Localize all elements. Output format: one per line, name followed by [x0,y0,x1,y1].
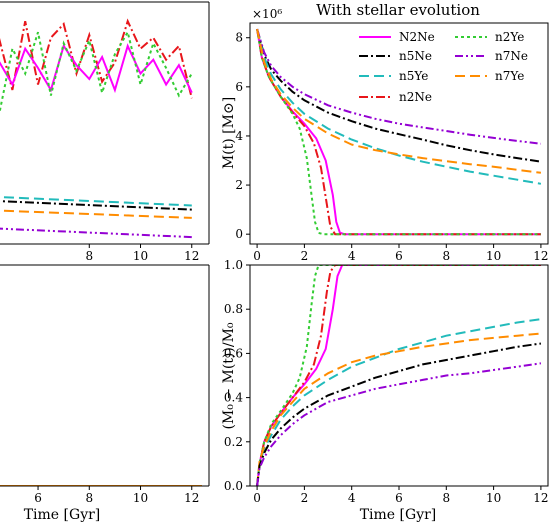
legend-label-n2ye: n2Ye [495,30,524,44]
x-tick-label: 0 [253,249,261,263]
series-line-n5ye [256,28,542,185]
series-line-n2ne [0,18,193,99]
series-line-n2ye [256,28,541,236]
series-line-n5ye [0,196,192,207]
bottom-right-series [256,265,542,486]
legend-label-n5ne: n5Ne [399,49,432,63]
series-line-n5ne [256,28,542,163]
y-tick-label: 6 [235,80,243,94]
y-tick-label: 0.4 [224,391,243,405]
bottom-right-xlabel: Time [Gyr] [360,507,437,523]
series-line-n2ne [0,43,193,94]
series-line-n5ne [0,200,192,211]
x-tick-label: 12 [533,491,548,505]
top-left-axes: 481012 [0,1,210,263]
x-tick-label: 12 [184,491,199,505]
x-tick-label: 10 [133,491,148,505]
y-multiplier-label: ×10⁶ [252,7,282,21]
x-tick-label: 2 [301,491,309,505]
x-tick-label: 4 [348,249,356,263]
y-tick-label: 0.8 [224,302,243,316]
legend-label-n7ne: n7Ne [495,49,528,63]
top-left-series [0,18,193,239]
x-tick-label: 10 [133,249,148,263]
panel-top-right: 0 2 4 6 8 10 12 0 2 4 6 8 With stellar evolution ×1… [221,1,549,263]
top-right-axes: 0 2 4 6 8 10 12 0 2 4 6 8 [235,22,549,263]
legend-label-n7ye: n7Ye [495,69,524,83]
legend: N2Ne n5Ne n5Ye n2Ne n2Ye n7Ne n7Ye [359,30,528,104]
top-right-series [256,28,542,236]
series-line-n2ye [256,265,541,486]
y-tick-label: 0 [235,227,243,241]
x-tick-label: 8 [85,249,93,263]
legend-label-n5ye: n5Ye [399,69,428,83]
bottom-right-frame [249,264,549,487]
x-tick-label: 12 [184,249,199,263]
series-line-n7ye [256,28,542,174]
legend-label-n2ne: N2Ne [399,30,435,44]
y-tick-label: 0.2 [224,435,243,449]
y-tick-label: 2 [235,178,243,192]
bottom-left-xlabel: Time [Gyr] [24,507,101,523]
x-tick-label: 0 [253,491,261,505]
x-tick-label: 10 [486,249,501,263]
x-tick-label: 6 [34,491,42,505]
panel-bottom-right: 0 2 4 6 8 10 12 0.0 0.2 0.4 0.6 0.8 1.0 (M₀ − M(t))/… [221,258,549,523]
x-tick-label: 10 [486,491,501,505]
series-line-n5ne [256,342,542,486]
series-line-n7ne [0,227,192,239]
y-tick-label: 4 [235,129,243,143]
y-tick-label: 0.0 [224,479,243,493]
series-line-n7ye [0,209,192,219]
series-line-n7ne [256,362,542,486]
y-tick-label: 1.0 [224,258,243,272]
y-tick-label: 8 [235,31,243,45]
x-tick-label: 4 [348,491,356,505]
y-tick-label: 0.6 [224,346,243,360]
x-tick-label: 6 [395,249,403,263]
bottom-right-ylabel: (M₀ − M(t))/M₀ [221,322,237,429]
legend-label-n2ne: n2Ne [399,90,432,104]
x-tick-label: 8 [85,491,93,505]
x-tick-label: 12 [533,249,548,263]
x-tick-label: 8 [442,249,450,263]
bottom-right-axes: 0 2 4 6 8 10 12 0.0 0.2 0.4 0.6 0.8 1.0 [224,258,549,505]
series-line-n7ne [256,28,542,145]
x-tick-label: 2 [301,249,309,263]
x-tick-label: 6 [395,491,403,505]
panel-top-left: 481012 [0,1,210,263]
top-right-ylabel: M(t) [M⊙] [221,97,237,169]
series-line-n5ye [256,318,542,486]
series-line-n7ye [256,332,541,486]
series-line-n2ne [256,28,541,236]
x-tick-label: 8 [442,491,450,505]
top-right-title: With stellar evolution [316,1,480,19]
